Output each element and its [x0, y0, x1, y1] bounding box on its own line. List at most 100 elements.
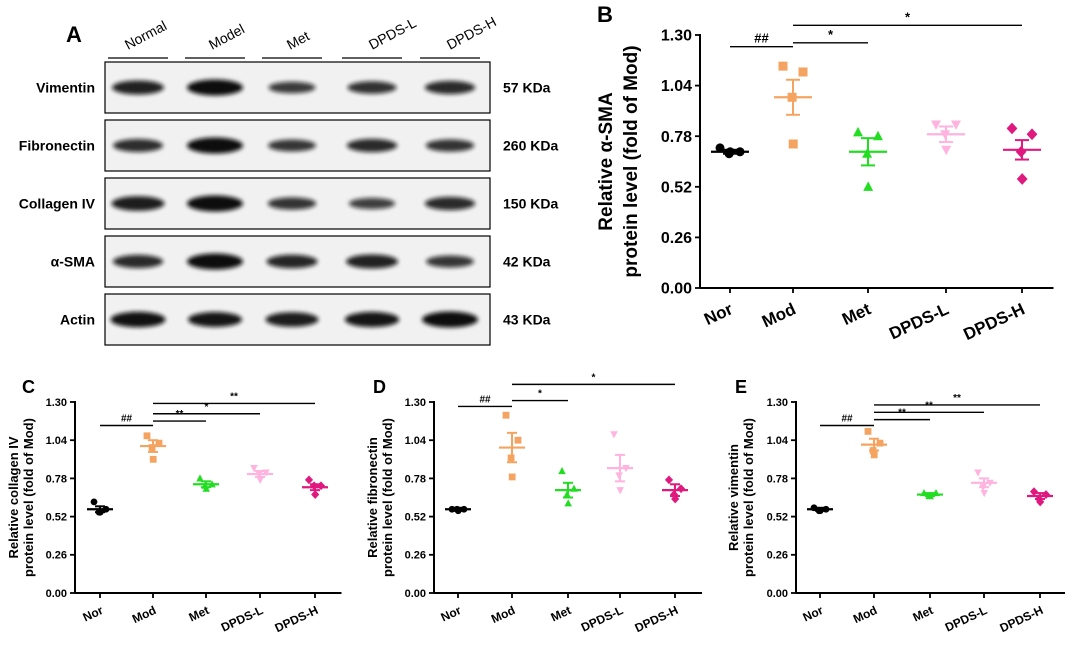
- data-point: [864, 427, 872, 435]
- lane-label-dpds-h: DPDS-H: [444, 13, 499, 52]
- significance-label: *: [538, 389, 542, 400]
- y-tick-label: 1.04: [661, 78, 692, 95]
- series-dpds-h: [1003, 122, 1041, 185]
- x-tick-label-mod: Mod: [851, 603, 879, 626]
- series-nor: [87, 498, 113, 516]
- data-point: [616, 487, 624, 495]
- series-nor: [711, 143, 749, 159]
- y-axis-title: Relative vimentin: [726, 444, 741, 551]
- protein-band: [426, 255, 474, 268]
- molecular-weight-label: 42 KDa: [503, 254, 551, 270]
- data-point: [1029, 487, 1039, 497]
- protein-label: Fibronectin: [19, 138, 95, 154]
- protein-band: [267, 197, 317, 210]
- x-tick-label-dpds-h: DPDS-H: [961, 299, 1028, 344]
- molecular-weight-label: 150 KDa: [503, 196, 558, 212]
- protein-band: [344, 311, 400, 328]
- data-point: [974, 469, 982, 477]
- y-tick-label: 1.30: [46, 397, 67, 409]
- data-point: [1006, 122, 1018, 135]
- protein-band: [187, 195, 243, 212]
- x-tick-label-mod: Mod: [130, 603, 158, 626]
- data-point: [610, 431, 618, 439]
- y-axis-title: Relative fibronectin: [365, 437, 380, 558]
- data-point: [1041, 490, 1051, 499]
- series-dpds-l: [971, 469, 997, 498]
- data-point: [931, 120, 941, 130]
- data-point: [870, 451, 878, 459]
- panel-label-c: C: [22, 377, 35, 397]
- significance-label: *: [205, 402, 209, 413]
- significance-label: **: [953, 393, 961, 404]
- x-tick-label-nor: Nor: [439, 603, 464, 625]
- molecular-weight-label: 43 KDa: [503, 312, 551, 328]
- series-dpds-h: [662, 475, 688, 504]
- y-tick-label: 0.78: [767, 473, 788, 485]
- significance-label: **: [176, 409, 184, 420]
- significance-label: ##: [479, 394, 491, 405]
- y-tick-label: 0.00: [661, 281, 692, 298]
- protein-band: [266, 254, 318, 269]
- series-dpds-h: [302, 475, 328, 499]
- series-dpds-l: [247, 465, 273, 484]
- series-mod: [140, 432, 166, 463]
- x-tick-label-dpds-l: DPDS-L: [579, 603, 625, 635]
- data-point: [256, 476, 264, 484]
- protein-band: [422, 311, 478, 328]
- lane-label-model: Model: [206, 21, 247, 53]
- panel-label-d: D: [373, 377, 386, 397]
- data-point: [143, 432, 151, 440]
- series-nor: [807, 504, 833, 515]
- x-tick-label-mod: Mod: [489, 603, 517, 626]
- series-mod: [774, 61, 812, 149]
- y-tick-label: 0.52: [46, 511, 67, 523]
- y-axis-title: protein level (fold of Mod): [380, 418, 395, 577]
- x-tick-label-dpds-l: DPDS-L: [886, 299, 951, 343]
- significance-label: ##: [121, 414, 133, 425]
- y-tick-label: 0.52: [661, 179, 692, 196]
- y-axis-title: protein level (fold of Mod): [21, 418, 36, 577]
- panel-label-e: E: [735, 377, 747, 397]
- protein-band: [265, 312, 319, 327]
- series-dpds-l: [927, 120, 965, 156]
- series-dpds-h: [1027, 487, 1053, 507]
- y-tick-label: 0.00: [405, 588, 426, 600]
- significance-label: *: [592, 372, 596, 383]
- protein-band: [110, 311, 166, 328]
- data-point: [564, 499, 572, 507]
- data-point: [798, 67, 808, 77]
- data-point: [502, 411, 510, 419]
- protein-band: [424, 196, 476, 211]
- data-point: [1016, 173, 1028, 185]
- series-dpds-l: [607, 431, 633, 495]
- x-tick-label-dpds-h: DPDS-H: [273, 603, 321, 635]
- lane-label-dpds-l: DPDS-L: [366, 14, 419, 52]
- y-tick-label: 1.30: [661, 28, 692, 45]
- y-tick-label: 0.52: [767, 511, 788, 523]
- x-tick-label-dpds-h: DPDS-H: [998, 603, 1046, 635]
- y-axis-title: protein level (fold of Mod): [621, 45, 642, 277]
- significance-label: *: [905, 9, 911, 24]
- y-tick-label: 1.30: [767, 397, 788, 409]
- y-tick-label: 0.78: [46, 473, 67, 485]
- y-tick-label: 1.30: [405, 397, 426, 409]
- data-point: [951, 120, 961, 130]
- protein-label: Actin: [60, 312, 95, 328]
- data-point: [149, 455, 157, 463]
- significance-label: **: [898, 408, 906, 419]
- significance-label: ##: [841, 414, 853, 425]
- series-met: [917, 489, 943, 500]
- y-tick-label: 0.26: [46, 550, 67, 562]
- data-point: [853, 126, 863, 137]
- protein-band: [268, 81, 316, 94]
- y-tick-label: 0.78: [405, 473, 426, 485]
- data-point: [676, 484, 686, 494]
- protein-band: [347, 81, 397, 94]
- data-point: [715, 143, 725, 153]
- data-point: [311, 490, 320, 499]
- protein-band: [425, 139, 475, 152]
- protein-band: [187, 253, 243, 270]
- data-point: [664, 475, 674, 485]
- molecular-weight-label: 57 KDa: [503, 80, 551, 96]
